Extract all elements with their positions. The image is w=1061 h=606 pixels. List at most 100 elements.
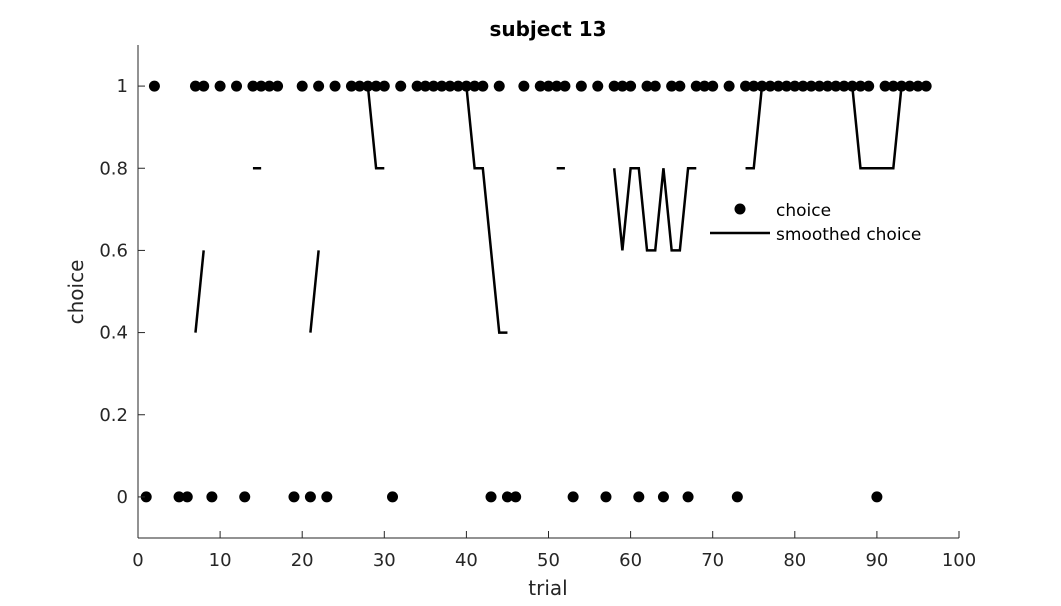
choice-point [920,80,932,92]
choice-point [887,80,899,92]
y-tick-label: 0 [117,487,128,508]
x-tick-label: 10 [209,550,232,571]
choice-point [649,80,661,92]
choice-point [592,80,604,92]
choice-point [534,80,546,92]
smoothed-choice-line [309,250,320,333]
choice-point [871,491,883,503]
axes: 0 10 20 30 40 50 60 70 80 90 100 0 0.2 0.4 0.6 0.8 1 [99,45,976,571]
choice-point [600,491,612,503]
choice-point [690,80,702,92]
choice-point [444,80,456,92]
choice-point [272,80,284,92]
x-tick-label: 20 [291,550,314,571]
choice-point [460,80,472,92]
choice-point [682,491,694,503]
choice-point [805,80,817,92]
choice-point [378,80,390,92]
choice-point [830,80,842,92]
x-tick-label: 80 [783,550,806,571]
choice-point [452,80,464,92]
choice-point [846,80,858,92]
smoothed-choice-line [194,250,205,333]
choice-point [764,80,776,92]
choice-point [731,491,743,503]
choice-point [698,80,710,92]
x-tick-label: 60 [619,550,642,571]
choice-point [140,491,152,503]
choice-point [288,491,300,503]
choice-point [231,80,243,92]
choice-point [189,80,201,92]
choice-point [255,80,267,92]
choice-point [198,80,210,92]
choice-point [789,80,801,92]
choice-point [756,80,768,92]
choice-point [362,80,374,92]
choice-point [863,80,875,92]
choice-point [559,80,571,92]
choice-point [797,80,809,92]
legend-label-choice: choice [776,201,831,221]
legend-marker-choice [734,203,746,215]
y-tick-label: 0.4 [99,323,128,344]
x-tick-label: 70 [701,550,724,571]
choice-point [912,80,924,92]
x-tick-label: 100 [942,550,976,571]
choice-point [296,80,308,92]
x-tick-label: 30 [373,550,396,571]
choice-point [345,80,357,92]
x-axis-label: trial [528,576,567,600]
smoothed-choice-line [745,84,927,170]
choice-point [625,80,637,92]
legend: choice smoothed choice [710,201,921,245]
choice-point [214,80,226,92]
choice-point [354,80,366,92]
x-tick-label: 0 [132,550,143,571]
choice-point [772,80,784,92]
choice-point [657,491,669,503]
y-tick-label: 0.2 [99,405,128,426]
chart-title: subject 13 [489,17,606,41]
choice-point [477,80,489,92]
choice-point [148,80,160,92]
choice-point [387,491,399,503]
choice-point [608,80,620,92]
choice-point [666,80,678,92]
smoothed-choice-line [465,85,508,334]
choice-point [551,80,563,92]
choice-point [501,491,513,503]
choice-point [543,80,554,92]
x-tick-label: 90 [865,550,888,571]
choice-point [707,80,719,92]
choice-point [510,491,522,503]
choice-point [239,491,251,503]
choice-point [329,80,341,92]
choice-point [616,80,628,92]
choice-point [723,80,735,92]
choice-point [313,80,325,92]
y-axis-label: choice [64,260,88,325]
choice-point [206,491,218,503]
choice-point [748,80,760,92]
y-tick-label: 0.8 [99,158,128,179]
choice-point [428,80,440,92]
choice-point [419,80,431,92]
legend-label-smoothed: smoothed choice [776,225,921,245]
choice-point [469,80,481,92]
choice-point [567,491,579,503]
choice-point [395,80,407,92]
choice-point [436,80,448,92]
choice-point [854,80,866,92]
choice-point [518,80,530,92]
choice-point [674,80,686,92]
x-tick-label: 40 [455,550,478,571]
choice-point [411,80,423,92]
choice-point [173,491,185,503]
x-tick-label: 50 [537,550,560,571]
smoothed-choice-line [366,85,385,170]
choice-point [904,80,916,92]
choice-point [263,80,275,92]
choice-point [370,80,382,92]
